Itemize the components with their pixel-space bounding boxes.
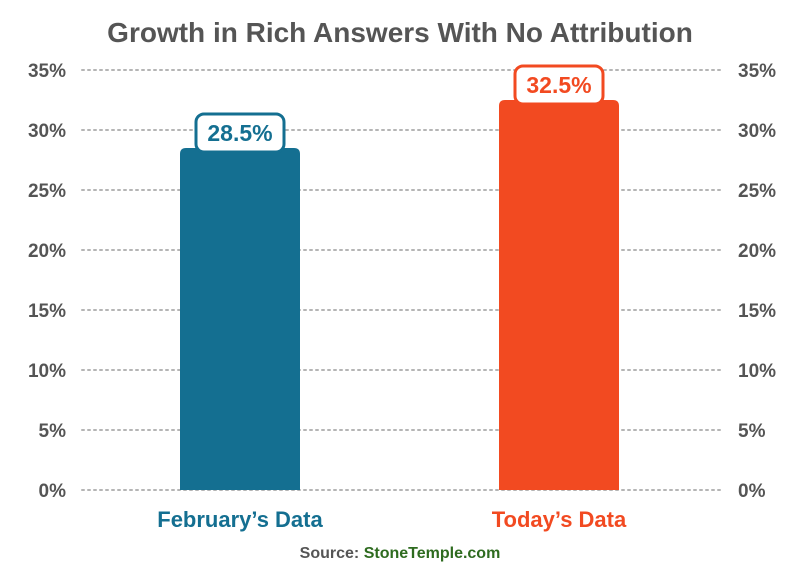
category-label: February’s Data [157,507,323,532]
y-tick-label-right: 5% [738,421,766,442]
y-tick-label-right: 0% [738,481,766,502]
y-tick-label-right: 25% [738,181,776,202]
y-tick-label-right: 15% [738,301,776,322]
data-label: 32.5% [526,72,591,98]
y-tick-label-left: 30% [28,121,66,142]
x-axis: February’s Data Today’s Data [157,507,627,532]
bar [180,148,300,490]
gridlines [81,69,723,491]
y-axis-right: 0% 5% 10% 15% 20% 25% 30% 35% [738,61,776,502]
data-label: 28.5% [207,120,272,146]
y-tick-label-right: 30% [738,121,776,142]
y-tick-label-left: 0% [39,481,67,502]
y-tick-label-left: 15% [28,301,66,322]
data-label-box [194,112,286,154]
y-tick-label-right: 10% [738,361,776,382]
y-tick-label-left: 20% [28,241,66,262]
data-label-box [513,64,605,106]
source-brand: StoneTemple.com [364,545,501,562]
y-tick-label-left: 10% [28,361,66,382]
y-axis-left: 0% 5% 10% 15% 20% 25% 30% 35% [28,61,66,502]
y-tick-label-right: 35% [738,61,776,82]
category-label: Today’s Data [492,507,627,532]
y-tick-label-left: 5% [39,421,67,442]
y-tick-label-left: 35% [28,61,66,82]
source-note: Source: StoneTemple.com [300,545,501,562]
bar [499,100,619,490]
y-tick-label-left: 25% [28,181,66,202]
chart-title: Growth in Rich Answers With No Attributi… [107,17,693,48]
y-tick-label-right: 20% [738,241,776,262]
source-prefix: Source: [300,545,364,562]
bars [180,100,619,490]
data-labels: 28.5% 32.5% [194,64,605,154]
